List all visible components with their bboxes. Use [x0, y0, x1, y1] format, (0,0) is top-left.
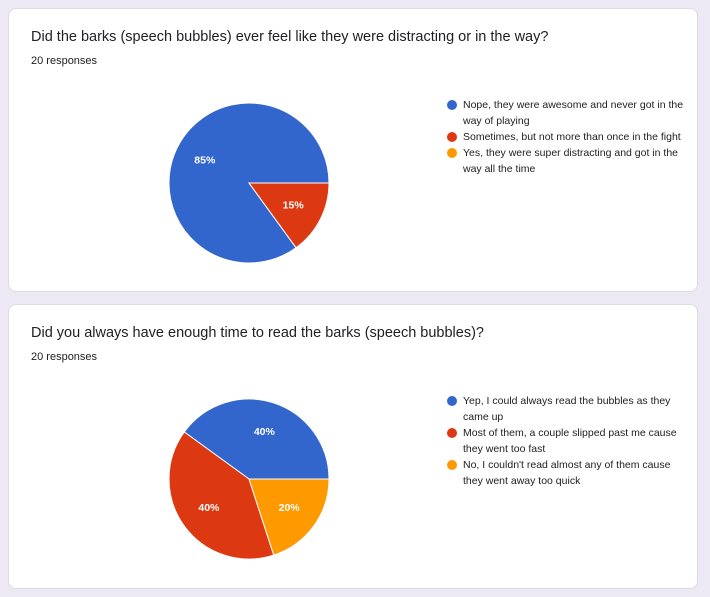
pie-slice[interactable]	[248, 478, 330, 556]
question-card-read-time: Did you always have enough time to read …	[8, 304, 698, 589]
legend-item: No, I couldn't read almost any of them c…	[447, 457, 687, 489]
legend-item: Sometimes, but not more than once in the…	[447, 129, 687, 145]
question-title: Did the barks (speech bubbles) ever feel…	[31, 29, 549, 45]
legend-label: Nope, they were awesome and never got in…	[463, 99, 684, 127]
legend-swatch	[447, 428, 457, 438]
question-title: Did you always have enough time to read …	[31, 325, 484, 341]
legend-item: Nope, they were awesome and never got in…	[447, 97, 687, 129]
legend-item: Yes, they were super distracting and got…	[447, 145, 687, 177]
slice-label: 20%	[279, 502, 301, 514]
pie-slice[interactable]	[168, 431, 275, 560]
slice-label: 40%	[198, 502, 220, 514]
legend-label: Most of them, a couple slipped past me c…	[463, 427, 677, 455]
question-card-barks-distracting: Did the barks (speech bubbles) ever feel…	[8, 8, 698, 292]
legend-item: Yep, I could always read the bubbles as …	[447, 393, 687, 425]
legend-swatch	[447, 132, 457, 142]
legend-label: Yes, they were super distracting and got…	[463, 147, 678, 175]
slice-label: 15%	[283, 200, 305, 212]
response-count: 20 responses	[31, 351, 98, 363]
pie-chart: 85% 15%	[168, 102, 330, 264]
pie-slice[interactable]	[248, 182, 330, 249]
pie-chart: 40% 40% 20%	[168, 398, 330, 560]
response-count: 20 responses	[31, 55, 98, 67]
legend-swatch	[447, 396, 457, 406]
slice-label: 40%	[254, 426, 276, 438]
pie-slice[interactable]	[183, 398, 330, 480]
legend-swatch	[447, 148, 457, 158]
legend-item: Most of them, a couple slipped past me c…	[447, 425, 687, 457]
legend: Nope, they were awesome and never got in…	[447, 97, 687, 177]
legend-swatch	[447, 460, 457, 470]
legend-label: Yep, I could always read the bubbles as …	[463, 395, 671, 423]
slice-label: 85%	[194, 154, 216, 166]
legend-label: Sometimes, but not more than once in the…	[463, 131, 681, 143]
legend-label: No, I couldn't read almost any of them c…	[463, 459, 671, 487]
legend-swatch	[447, 100, 457, 110]
legend: Yep, I could always read the bubbles as …	[447, 393, 687, 489]
